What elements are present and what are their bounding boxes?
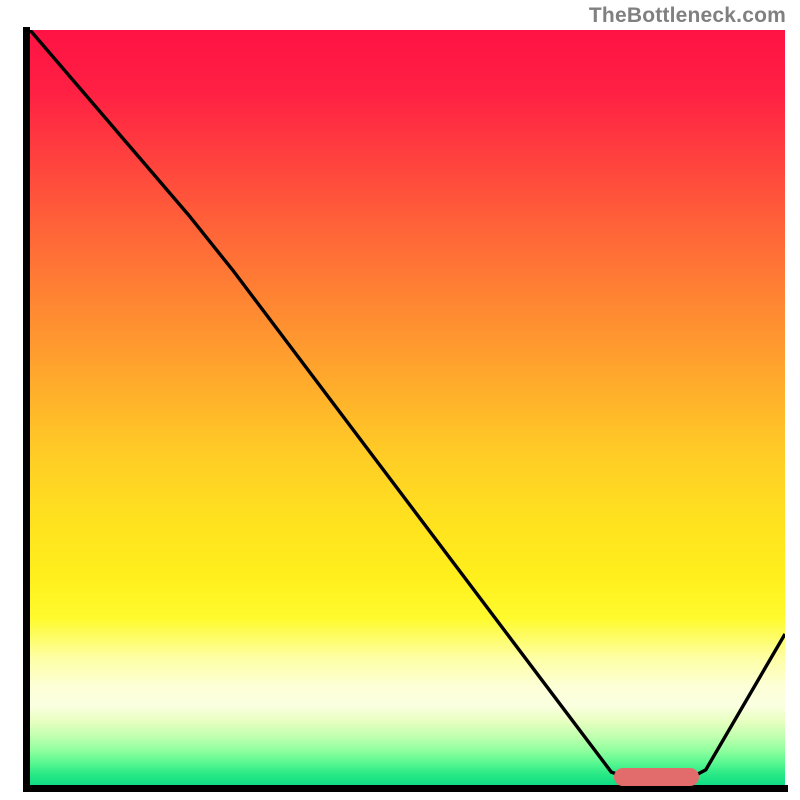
bottleneck-curve [30,30,785,785]
plot-area [30,30,785,785]
bottleneck-chart: TheBottleneck.com [0,0,800,800]
optimal-range-marker [614,768,699,786]
watermark-text: TheBottleneck.com [589,4,786,28]
